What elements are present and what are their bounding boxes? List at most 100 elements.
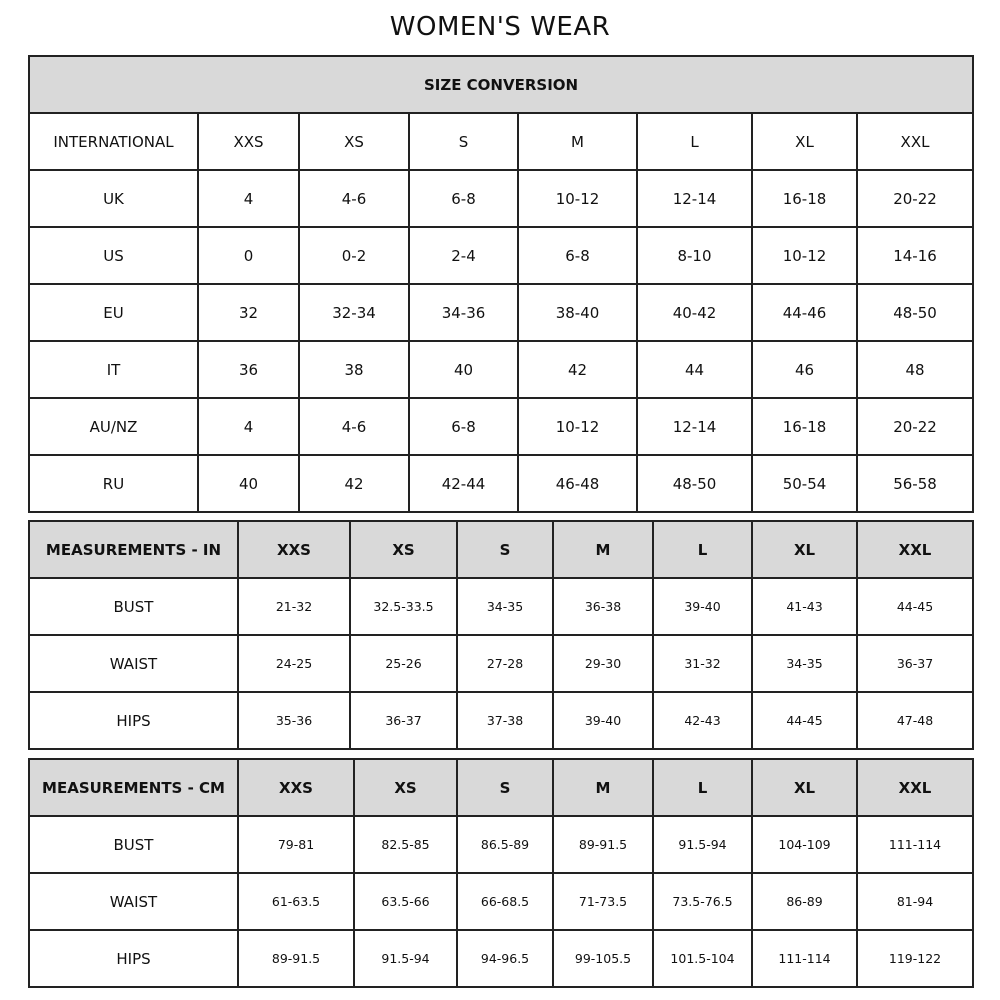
table-cell: 89-91.5 (237, 929, 355, 988)
table-cell: 111-114 (751, 929, 858, 988)
table-cell: 46-48 (517, 454, 638, 513)
table-cell: 39-40 (652, 577, 753, 636)
table-cell: 36 (197, 340, 300, 399)
column-header: XL (751, 520, 858, 579)
table-cell: 111-114 (856, 815, 974, 874)
table-cell: 32-34 (298, 283, 410, 342)
column-header: XXS (237, 758, 355, 817)
table-cell: 99-105.5 (552, 929, 654, 988)
table-cell: 119-122 (856, 929, 974, 988)
table-cell: 44-45 (751, 691, 858, 750)
column-header: XL (751, 112, 858, 171)
table-row: IT 36 38 40 42 44 46 48 (28, 340, 975, 399)
row-label: BUST (28, 577, 239, 636)
row-label: HIPS (28, 929, 239, 988)
table-cell: 82.5-85 (353, 815, 458, 874)
table-cell: 10-12 (517, 397, 638, 456)
row-label: US (28, 226, 199, 285)
table-cell: 32 (197, 283, 300, 342)
column-header: MEASUREMENTS - CM (28, 758, 239, 817)
table-row: AU/NZ 4 4-6 6-8 10-12 12-14 16-18 20-22 (28, 397, 975, 456)
row-label: EU (28, 283, 199, 342)
table-cell: 61-63.5 (237, 872, 355, 931)
table-cell: 10-12 (517, 169, 638, 228)
measurements-cm-table: MEASUREMENTS - CM XXS XS S M L XL XXL BUST 79-81 8… (28, 758, 974, 988)
table-cell: 12-14 (636, 169, 753, 228)
table-row: HIPS 35-36 36-37 37-38 39-40 42-43 44-45 47-48 (28, 691, 974, 750)
table-cell: 34-36 (408, 283, 519, 342)
table-cell: 38 (298, 340, 410, 399)
column-header: S (456, 520, 554, 579)
table-cell: 46 (751, 340, 858, 399)
table-cell: 6-8 (408, 169, 519, 228)
table-cell: 48-50 (636, 454, 753, 513)
table-cell: 25-26 (349, 634, 458, 693)
table-cell: 79-81 (237, 815, 355, 874)
table-cell: 73.5-76.5 (652, 872, 753, 931)
table-row: US 0 0-2 2-4 6-8 8-10 10-12 14-16 (28, 226, 975, 285)
table-cell: 20-22 (855, 397, 975, 456)
table-cell: 91.5-94 (652, 815, 753, 874)
table-cell: 32.5-33.5 (349, 577, 458, 636)
table-cell: 4-6 (298, 397, 410, 456)
row-label: WAIST (28, 634, 239, 693)
table-row: HIPS 89-91.5 91.5-94 94-96.5 99-105.5 101.5-1… (28, 929, 974, 988)
table-cell: 89-91.5 (552, 815, 654, 874)
table-cell: 4 (197, 397, 300, 456)
table-cell: 4 (197, 169, 300, 228)
column-header: XXS (237, 520, 351, 579)
row-label: HIPS (28, 691, 239, 750)
table-row: BUST 79-81 82.5-85 86.5-89 89-91.5 91.5-94 104… (28, 815, 974, 874)
table-cell: 20-22 (855, 169, 975, 228)
table-cell: 39-40 (552, 691, 654, 750)
row-label: RU (28, 454, 199, 513)
table-cell: 44-45 (856, 577, 974, 636)
table-cell: 6-8 (517, 226, 638, 285)
table-cell: 81-94 (856, 872, 974, 931)
table-cell: 86.5-89 (456, 815, 554, 874)
table-cell: 42 (298, 454, 410, 513)
table-cell: 48-50 (855, 283, 975, 342)
table-cell: 21-32 (237, 577, 351, 636)
column-header: XXL (856, 758, 974, 817)
table-cell: 86-89 (751, 872, 858, 931)
table-cell: 0-2 (298, 226, 410, 285)
table-cell: 16-18 (751, 169, 858, 228)
column-header: INTERNATIONAL (28, 112, 199, 171)
column-header: XXL (856, 520, 974, 579)
table-cell: 56-58 (855, 454, 975, 513)
measurements-in-table: MEASUREMENTS - IN XXS XS S M L XL XXL BUST 21-32 3… (28, 520, 974, 750)
table-cell: 34-35 (456, 577, 554, 636)
table-cell: 47-48 (856, 691, 974, 750)
column-header: M (552, 758, 654, 817)
table-cell: 38-40 (517, 283, 638, 342)
table-cell: 31-32 (652, 634, 753, 693)
table-cell: 66-68.5 (456, 872, 554, 931)
column-header: XL (751, 758, 858, 817)
table-cell: 16-18 (751, 397, 858, 456)
column-header: L (636, 112, 753, 171)
table-cell: 42 (517, 340, 638, 399)
size-conversion-table: SIZE CONVERSION INTERNATIONAL XXS XS S M L XL XX… (27, 55, 975, 513)
header-row: INTERNATIONAL XXS XS S M L XL XXL (28, 112, 975, 171)
table-cell: 94-96.5 (456, 929, 554, 988)
column-header: S (456, 758, 554, 817)
table-cell: 0 (197, 226, 300, 285)
table-cell: 35-36 (237, 691, 351, 750)
column-header: XXS (197, 112, 300, 171)
column-header: XS (353, 758, 458, 817)
table-cell: 48 (855, 340, 975, 399)
table-cell: 91.5-94 (353, 929, 458, 988)
table-cell: 36-37 (856, 634, 974, 693)
table-cell: 6-8 (408, 397, 519, 456)
table-cell: 24-25 (237, 634, 351, 693)
table-row: WAIST 24-25 25-26 27-28 29-30 31-32 34-35 36-37 (28, 634, 974, 693)
column-header: MEASUREMENTS - IN (28, 520, 239, 579)
column-header: M (552, 520, 654, 579)
row-label: WAIST (28, 872, 239, 931)
row-label: AU/NZ (28, 397, 199, 456)
table-cell: 36-38 (552, 577, 654, 636)
column-header: XS (349, 520, 458, 579)
table-row: BUST 21-32 32.5-33.5 34-35 36-38 39-40 41-43 44… (28, 577, 974, 636)
table-cell: 37-38 (456, 691, 554, 750)
